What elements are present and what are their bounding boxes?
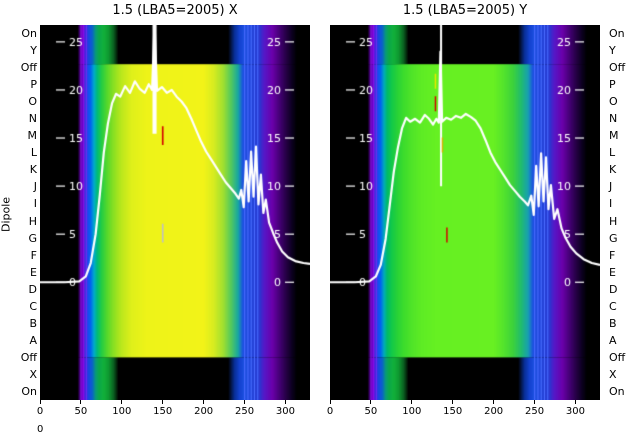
x-tick-mark bbox=[39, 400, 41, 404]
x-tick-label: 50 bbox=[364, 406, 378, 417]
x-tick-label: 100 bbox=[112, 406, 132, 417]
x-axis-ticks-x: 0 50 100 150 200 250 300 bbox=[36, 400, 320, 424]
x-tick-mark bbox=[493, 400, 495, 404]
row-label: On bbox=[21, 385, 37, 398]
row-label: G bbox=[28, 231, 37, 245]
row-label: A bbox=[609, 333, 617, 347]
row-label: M bbox=[609, 129, 619, 143]
x-tick-label: 200 bbox=[194, 406, 214, 417]
x-tick-mark bbox=[411, 400, 413, 404]
x-tick-label: 0 bbox=[36, 406, 44, 417]
x-tick-mark bbox=[121, 400, 123, 404]
x-tick-mark bbox=[329, 400, 331, 404]
x-tick-mark bbox=[574, 400, 576, 404]
row-label: D bbox=[609, 282, 618, 296]
row-label: C bbox=[29, 299, 37, 313]
row-label: B bbox=[29, 316, 37, 330]
row-label: L bbox=[609, 146, 616, 160]
x-tick-label: 100 bbox=[402, 406, 422, 417]
row-label: N bbox=[609, 112, 618, 126]
x-tick-label: 300 bbox=[565, 406, 585, 417]
row-label: Off bbox=[20, 350, 37, 364]
row-label: On bbox=[21, 27, 37, 41]
row-label: F bbox=[30, 248, 37, 262]
row-label: K bbox=[609, 163, 617, 177]
x-tick-label: 200 bbox=[484, 406, 504, 417]
x-tick-mark bbox=[203, 400, 205, 404]
row-label: L bbox=[30, 146, 37, 160]
row-label: K bbox=[29, 163, 37, 177]
row-label: X bbox=[609, 367, 617, 381]
x-tick-label: 50 bbox=[74, 406, 88, 417]
row-label: E bbox=[30, 265, 37, 279]
row-label: I bbox=[609, 197, 613, 211]
panel-title-y: 1.5 (LBA5=2005) Y bbox=[402, 3, 528, 18]
row-label: F bbox=[609, 248, 616, 262]
x-axis-ticks-y: 0 50 100 150 200 250 300 bbox=[326, 400, 610, 424]
panel-title-x: 1.5 (LBA5=2005) X bbox=[112, 3, 238, 18]
heatmap-panel-x bbox=[40, 25, 310, 400]
row-label: Off bbox=[20, 61, 37, 75]
row-label: H bbox=[28, 214, 37, 228]
row-label: J bbox=[33, 180, 37, 194]
row-labels-right: On Y Off P O N M L K J I H G F E D C B A Off X On bbox=[606, 25, 640, 400]
row-label: N bbox=[28, 112, 37, 126]
x-tick-mark bbox=[452, 400, 454, 404]
row-label: P bbox=[609, 78, 616, 92]
row-label: D bbox=[28, 282, 37, 296]
row-label: On bbox=[609, 385, 625, 398]
x-tick-label: 250 bbox=[524, 406, 545, 417]
row-label: P bbox=[30, 78, 37, 92]
row-label: I bbox=[33, 197, 37, 211]
row-label: O bbox=[609, 95, 618, 109]
x-tick-label: 150 bbox=[443, 406, 463, 417]
row-label: J bbox=[609, 180, 613, 194]
row-label: A bbox=[29, 333, 37, 347]
row-label: Y bbox=[30, 44, 37, 58]
x-tick-mark bbox=[162, 400, 164, 404]
x-tick-label: 150 bbox=[153, 406, 173, 417]
x-tick-mark bbox=[80, 400, 82, 404]
row-labels-left: On Y Off P O N M L K J I H G F E D C B A Off X On bbox=[0, 25, 39, 400]
stray-tick-label: 0 bbox=[37, 424, 44, 435]
row-label: Y bbox=[609, 44, 616, 58]
row-label: E bbox=[609, 265, 616, 279]
row-label: M bbox=[27, 129, 38, 143]
row-label: Off bbox=[609, 61, 626, 75]
x-tick-label: 0 bbox=[326, 406, 334, 417]
row-label: G bbox=[609, 231, 618, 245]
x-tick-mark bbox=[370, 400, 372, 404]
row-label: Off bbox=[609, 350, 626, 364]
row-label: B bbox=[609, 316, 617, 330]
x-tick-mark bbox=[534, 400, 536, 404]
row-label: O bbox=[28, 95, 37, 109]
x-tick-label: 300 bbox=[275, 406, 295, 417]
heatmap-panel-y bbox=[330, 25, 600, 400]
row-label: H bbox=[609, 214, 618, 228]
row-label: On bbox=[609, 27, 625, 41]
row-label: X bbox=[29, 367, 37, 381]
x-tick-mark bbox=[284, 400, 286, 404]
x-tick-label: 250 bbox=[234, 406, 255, 417]
x-tick-mark bbox=[244, 400, 246, 404]
row-label: C bbox=[609, 299, 617, 313]
